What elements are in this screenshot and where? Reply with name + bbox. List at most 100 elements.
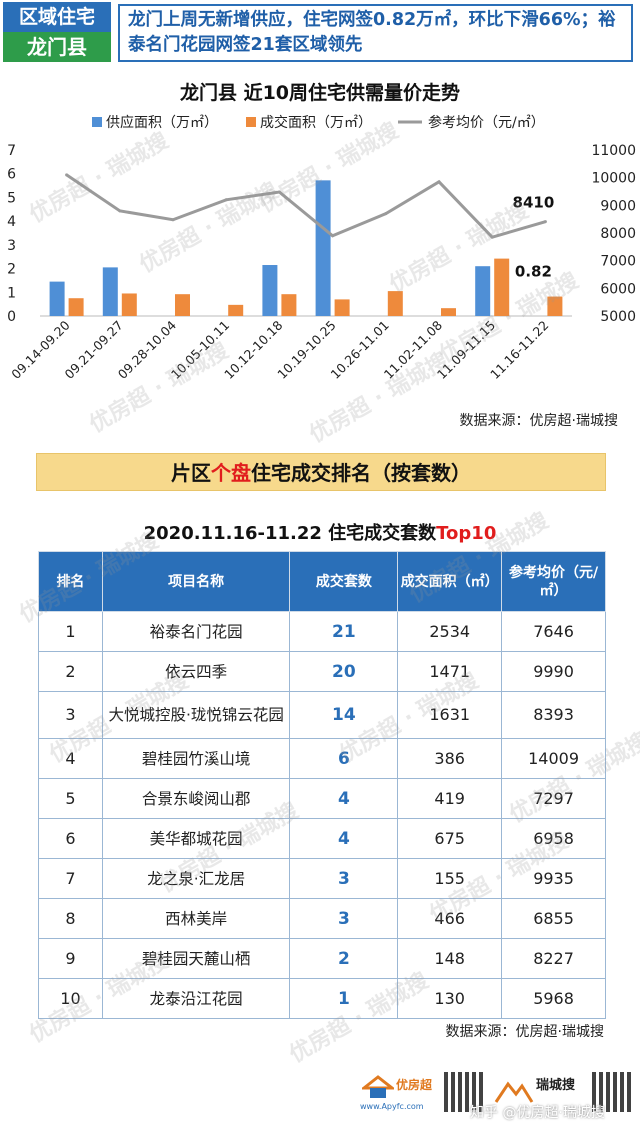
logo1-name: 优房超 bbox=[396, 1078, 433, 1092]
qr-code-icon bbox=[444, 1072, 484, 1112]
supply-bar bbox=[315, 180, 331, 316]
project-name-cell: 西林美岸 bbox=[101, 898, 291, 939]
legend-label: 参考均价（元/㎡） bbox=[428, 114, 545, 131]
table-row: 3 大悦城控股·珑悦锦云花园 14 1631 8393 bbox=[38, 691, 606, 739]
chart-title: 龙门县 近10周住宅供需量价走势 bbox=[179, 82, 461, 104]
y-right-tick-label: 9000 bbox=[600, 198, 636, 214]
deal-count-cell: 3 bbox=[289, 858, 399, 899]
avg-price-point bbox=[384, 212, 388, 216]
avg-price-cell: 5968 bbox=[501, 978, 606, 1019]
deal-count-cell: 14 bbox=[289, 691, 399, 739]
avg-price-point bbox=[490, 235, 494, 239]
y-right-tick-label: 6000 bbox=[600, 281, 636, 297]
deal-count-cell: 4 bbox=[289, 818, 399, 859]
avg-price-point bbox=[118, 209, 122, 213]
project-name-cell: 龙之泉·汇龙居 bbox=[101, 858, 291, 899]
avg-price-point bbox=[224, 198, 228, 202]
deal-area-cell: 2534 bbox=[397, 611, 503, 652]
avg-price-cell: 14009 bbox=[501, 738, 606, 779]
headline: 龙门上周无新增供应，住宅网签0.82万㎡，环比下滑66%；裕泰名门花园网签21套… bbox=[118, 4, 633, 62]
footer: 优房超 www.Apyfc.com 瑞城搜 知乎 @优房超·瑞城搜 bbox=[0, 1062, 640, 1129]
avg-price-cell: 8227 bbox=[501, 938, 606, 979]
table-row: 8 西林美岸 3 466 6855 bbox=[38, 898, 606, 939]
rank-cell: 5 bbox=[38, 778, 103, 819]
avg-price-cell: 9990 bbox=[501, 651, 606, 692]
y-left-tick-label: 6 bbox=[7, 167, 16, 183]
y-right-tick-label: 7000 bbox=[600, 254, 636, 270]
deal-bar bbox=[175, 294, 190, 316]
rank-cell: 8 bbox=[38, 898, 103, 939]
deal-area-cell: 386 bbox=[397, 738, 503, 779]
deal-count-cell: 3 bbox=[289, 898, 399, 939]
avg-price-point bbox=[437, 180, 441, 184]
table-body: 1 裕泰名门花园 21 2534 7646 2 依云四季 20 1471 9990 3 大悦城控股·珑… bbox=[38, 611, 606, 1019]
house-icon bbox=[362, 1075, 394, 1098]
logo2-name: 瑞城搜 bbox=[536, 1078, 576, 1093]
table-row: 5 合景东峻阅山郡 4 419 7297 bbox=[38, 778, 606, 819]
table-row: 2 依云四季 20 1471 9990 bbox=[38, 651, 606, 692]
project-name-cell: 依云四季 bbox=[101, 651, 291, 692]
y-left-tick-label: 1 bbox=[7, 285, 16, 301]
header-rank: 排名 bbox=[38, 551, 103, 612]
header: 区域住宅 龙门县 龙门上周无新增供应，住宅网签0.82万㎡，环比下滑66%；裕泰… bbox=[0, 0, 640, 66]
ranking-table: 排名 项目名称 成交套数 成交面积（㎡） 参考均价（元/㎡） 1 裕泰名门花园 21… bbox=[38, 551, 606, 1019]
section-banner: 片区个盘住宅成交排名（按套数） bbox=[36, 453, 606, 491]
legend-label: 成交面积（万㎡） bbox=[260, 114, 372, 131]
table-row: 7 龙之泉·汇龙居 3 155 9935 bbox=[38, 858, 606, 899]
youfangchao-logo: 优房超 www.Apyfc.com bbox=[360, 1070, 440, 1116]
rank-cell: 4 bbox=[38, 738, 103, 779]
header-area: 成交面积（㎡） bbox=[397, 551, 503, 612]
rank-cell: 7 bbox=[38, 858, 103, 899]
y-left-tick-label: 2 bbox=[7, 262, 16, 278]
supply-bar bbox=[49, 281, 65, 316]
deal-bar bbox=[121, 293, 137, 316]
supply-bar bbox=[102, 267, 118, 316]
avg-price-point bbox=[171, 218, 175, 222]
banner-post: 住宅成交排名（按套数） bbox=[251, 461, 471, 485]
avg-price-line bbox=[65, 173, 546, 239]
y-left-tick-label: 4 bbox=[7, 214, 16, 230]
table-title-red: Top10 bbox=[436, 523, 497, 544]
project-name-cell: 龙泰沿江花园 bbox=[101, 978, 291, 1019]
data-label: 0.82 bbox=[515, 263, 552, 281]
deal-area-cell: 419 bbox=[397, 778, 503, 819]
header-count: 成交套数 bbox=[289, 551, 399, 612]
deal-bar bbox=[441, 308, 456, 316]
rank-cell: 1 bbox=[38, 611, 103, 652]
rank-cell: 3 bbox=[38, 691, 103, 739]
table-row: 4 碧桂园竹溪山境 6 386 14009 bbox=[38, 738, 606, 779]
deal-area-cell: 1471 bbox=[397, 651, 503, 692]
table-row: 9 碧桂园天麓山栖 2 148 8227 bbox=[38, 938, 606, 979]
avg-price-point bbox=[543, 220, 547, 224]
rank-cell: 6 bbox=[38, 818, 103, 859]
banner-red: 个盘 bbox=[211, 461, 251, 485]
project-name-cell: 裕泰名门花园 bbox=[101, 611, 291, 652]
y-left-tick-label: 0 bbox=[7, 309, 16, 325]
rank-cell: 2 bbox=[38, 651, 103, 692]
header-price: 参考均价（元/㎡） bbox=[501, 551, 606, 612]
mountain-icon bbox=[494, 1081, 534, 1103]
y-right-tick-label: 8000 bbox=[600, 226, 636, 242]
avg-price-cell: 7646 bbox=[501, 611, 606, 652]
table-row: 6 美华都城花园 4 675 6958 bbox=[38, 818, 606, 859]
supply-bar bbox=[475, 266, 491, 316]
table-title: 2020.11.16-11.22 住宅成交套数Top10 bbox=[0, 519, 640, 545]
deal-area-cell: 130 bbox=[397, 978, 503, 1019]
data-label: 8410 bbox=[513, 194, 555, 212]
banner-pre: 片区 bbox=[171, 461, 211, 485]
deal-count-cell: 2 bbox=[289, 938, 399, 979]
table-source: 数据来源：优房超·瑞城搜 bbox=[445, 1024, 604, 1040]
table-row: 10 龙泰沿江花园 1 130 5968 bbox=[38, 978, 606, 1019]
region-badge: 区域住宅 龙门县 bbox=[3, 2, 111, 62]
y-right-tick-label: 5000 bbox=[600, 309, 636, 325]
deal-bar bbox=[547, 296, 563, 316]
ruichengsou-logo: 瑞城搜 bbox=[492, 1072, 588, 1112]
legend-swatch bbox=[92, 117, 102, 127]
deal-bar bbox=[68, 298, 84, 316]
deal-count-cell: 6 bbox=[289, 738, 399, 779]
avg-price-cell: 7297 bbox=[501, 778, 606, 819]
supply-bar bbox=[262, 265, 278, 316]
deal-count-cell: 21 bbox=[289, 611, 399, 652]
deal-bar bbox=[228, 304, 244, 316]
y-right-tick-label: 11000 bbox=[591, 143, 636, 159]
